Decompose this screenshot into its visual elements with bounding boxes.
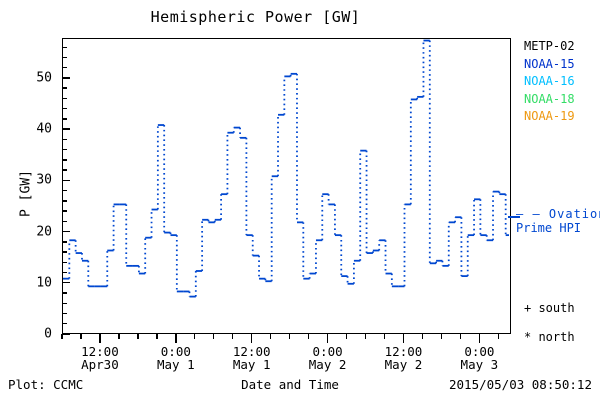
y-axis-label: P [GW] [18, 170, 34, 217]
x-tick-label-time: 0:00 [464, 344, 495, 359]
y-tick-mark [62, 302, 67, 304]
x-axis-label: Date and Time [241, 377, 339, 392]
data-plot-svg [63, 39, 509, 298]
y-tick-mark [62, 87, 67, 89]
x-tick-label-time: 0:00 [160, 344, 191, 359]
x-tick-mark [478, 334, 481, 343]
south-marker-note: + south [524, 301, 575, 315]
x-tick-mark [326, 334, 329, 343]
y-tick-label: 10 [36, 275, 52, 291]
legend-item-noaa-15[interactable]: NOAA-15 [524, 56, 575, 71]
x-tick-mark [269, 334, 272, 339]
y-tick-label: 0 [44, 326, 52, 342]
y-tick-mark [62, 97, 67, 100]
x-tick-mark [421, 334, 424, 339]
x-tick-mark [80, 334, 82, 339]
north-marker-note: * north [524, 330, 575, 344]
x-tick-label-time: 12:00 [384, 344, 423, 359]
x-tick-label: 0:00 May 1 [136, 345, 216, 371]
x-tick-mark [402, 334, 405, 343]
x-tick-label-time: 12:00 [81, 344, 119, 359]
y-tick-mark [62, 107, 67, 110]
plot-area [62, 38, 511, 334]
y-tick-mark [62, 138, 67, 141]
x-tick-label: 0:00 May 3 [439, 345, 519, 371]
y-tick-mark [62, 200, 67, 202]
y-tick-label: 50 [36, 70, 52, 86]
x-tick-mark [307, 334, 310, 339]
x-tick-label: 12:00 Apr30 [60, 345, 140, 371]
x-tick-mark [137, 334, 139, 339]
x-tick-mark [194, 334, 196, 339]
y-tick-label: 20 [36, 224, 52, 240]
x-tick-mark [497, 334, 500, 339]
plot-source-label: Plot: CCMC [8, 377, 84, 392]
x-tick-mark [213, 334, 215, 339]
x-tick-label-date: May 2 [308, 357, 347, 372]
y-tick-mark [62, 67, 67, 69]
legend-item-noaa-16[interactable]: NOAA-16 [524, 74, 575, 88]
x-tick-label-date: May 3 [460, 357, 499, 372]
ovation-legend-dash [508, 216, 520, 218]
x-tick-label-date: May 2 [384, 357, 423, 372]
legend: METP-02 NOAA-15 NOAA-16 NOAA-18 NOAA-19 [524, 38, 575, 126]
x-tick-mark [232, 334, 234, 339]
legend-item-noaa-18[interactable]: NOAA-18 [524, 91, 575, 106]
x-tick-mark [61, 334, 63, 339]
x-tick-mark [175, 334, 177, 343]
y-tick-mark [62, 77, 70, 79]
x-tick-mark [251, 334, 253, 343]
ovation-label-line2: Prime HPI [516, 221, 582, 235]
y-tick-mark [62, 118, 67, 120]
y-tick-label: 40 [36, 121, 52, 137]
ovation-label-line1: — — Ovation [516, 207, 600, 221]
x-tick-label-date: Apr30 [81, 357, 119, 372]
y-tick-mark [62, 148, 67, 151]
y-tick-mark [62, 251, 67, 253]
y-tick-mark [62, 179, 70, 182]
y-tick-mark [62, 333, 70, 335]
plot-timestamp: 2015/05/03 08:50:12 [449, 377, 592, 392]
legend-item-metp-02[interactable]: METP-02 [524, 39, 575, 53]
y-tick-mark [62, 261, 67, 263]
y-tick-mark [62, 323, 67, 325]
y-tick-mark [62, 220, 67, 223]
ovation-prime-hpi-label: — — Ovation Prime HPI [516, 207, 600, 235]
x-tick-label: 0:00 May 2 [288, 345, 368, 371]
x-tick-mark [383, 334, 386, 339]
y-tick-mark [62, 282, 70, 284]
y-tick-mark [62, 46, 67, 48]
x-tick-label: 12:00 May 2 [363, 345, 443, 371]
x-tick-mark [364, 334, 367, 339]
page-title: Hemispheric Power [GW] [150, 8, 361, 26]
x-tick-mark [440, 334, 443, 339]
y-tick-mark [62, 159, 67, 161]
y-tick-mark [62, 56, 67, 59]
x-tick-mark [345, 334, 348, 339]
y-tick-mark [62, 312, 67, 315]
x-tick-mark [118, 334, 120, 339]
y-tick-mark [62, 271, 67, 274]
y-tick-mark [62, 128, 70, 130]
x-tick-mark [99, 334, 101, 343]
x-tick-mark [288, 334, 291, 339]
y-tick-mark [62, 189, 67, 192]
x-tick-label-date: May 1 [232, 357, 271, 372]
x-tick-label: 12:00 May 1 [212, 345, 292, 371]
y-tick-mark [62, 241, 67, 243]
x-tick-mark [459, 334, 462, 339]
y-tick-label: 30 [36, 172, 52, 188]
legend-item-noaa-19[interactable]: NOAA-19 [524, 109, 575, 123]
x-tick-mark [156, 334, 158, 339]
x-tick-label-date: May 1 [157, 357, 195, 372]
x-tick-label-time: 12:00 [232, 344, 271, 359]
y-tick-mark [62, 210, 67, 212]
y-tick-mark [62, 230, 70, 233]
y-tick-mark [62, 292, 67, 294]
y-tick-mark [62, 169, 67, 171]
x-tick-label-time: 0:00 [312, 344, 343, 359]
